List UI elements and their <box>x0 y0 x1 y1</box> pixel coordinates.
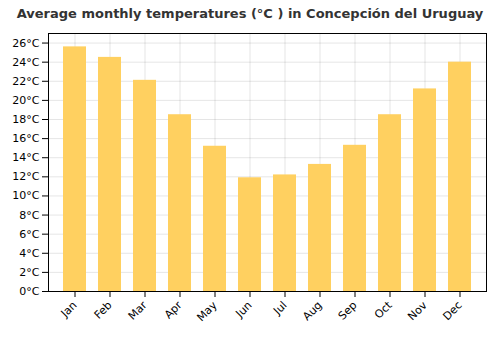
svg-text:12°C: 12°C <box>12 170 39 183</box>
svg-text:8°C: 8°C <box>19 209 39 222</box>
svg-text:Feb: Feb <box>92 299 115 322</box>
svg-text:4°C: 4°C <box>19 247 39 260</box>
svg-text:Sep: Sep <box>336 299 360 323</box>
svg-text:Oct: Oct <box>372 298 395 321</box>
svg-text:20°C: 20°C <box>12 94 39 107</box>
svg-text:Mar: Mar <box>126 298 150 322</box>
svg-text:Aug: Aug <box>300 299 324 323</box>
svg-text:Jun: Jun <box>233 299 255 321</box>
svg-text:Jul: Jul <box>270 299 289 318</box>
svg-text:Apr: Apr <box>162 298 185 321</box>
svg-text:2°C: 2°C <box>19 266 39 279</box>
svg-text:May: May <box>194 298 220 324</box>
svg-text:24°C: 24°C <box>12 56 39 69</box>
svg-text:16°C: 16°C <box>12 132 39 145</box>
svg-text:Nov: Nov <box>405 298 430 323</box>
svg-text:14°C: 14°C <box>12 151 39 164</box>
svg-text:10°C: 10°C <box>12 189 39 202</box>
svg-text:0°C: 0°C <box>19 285 39 298</box>
svg-text:18°C: 18°C <box>12 113 39 126</box>
html-text:Average monthly temperatures (: Average monthly temperatures (°C ) in Co… <box>16 6 484 21</box>
svg-text:26°C: 26°C <box>12 37 39 50</box>
svg-text:Dec: Dec <box>440 299 464 323</box>
svg-text:22°C: 22°C <box>12 75 39 88</box>
svg-text:Jan: Jan <box>58 299 80 321</box>
svg-text:6°C: 6°C <box>19 228 39 241</box>
